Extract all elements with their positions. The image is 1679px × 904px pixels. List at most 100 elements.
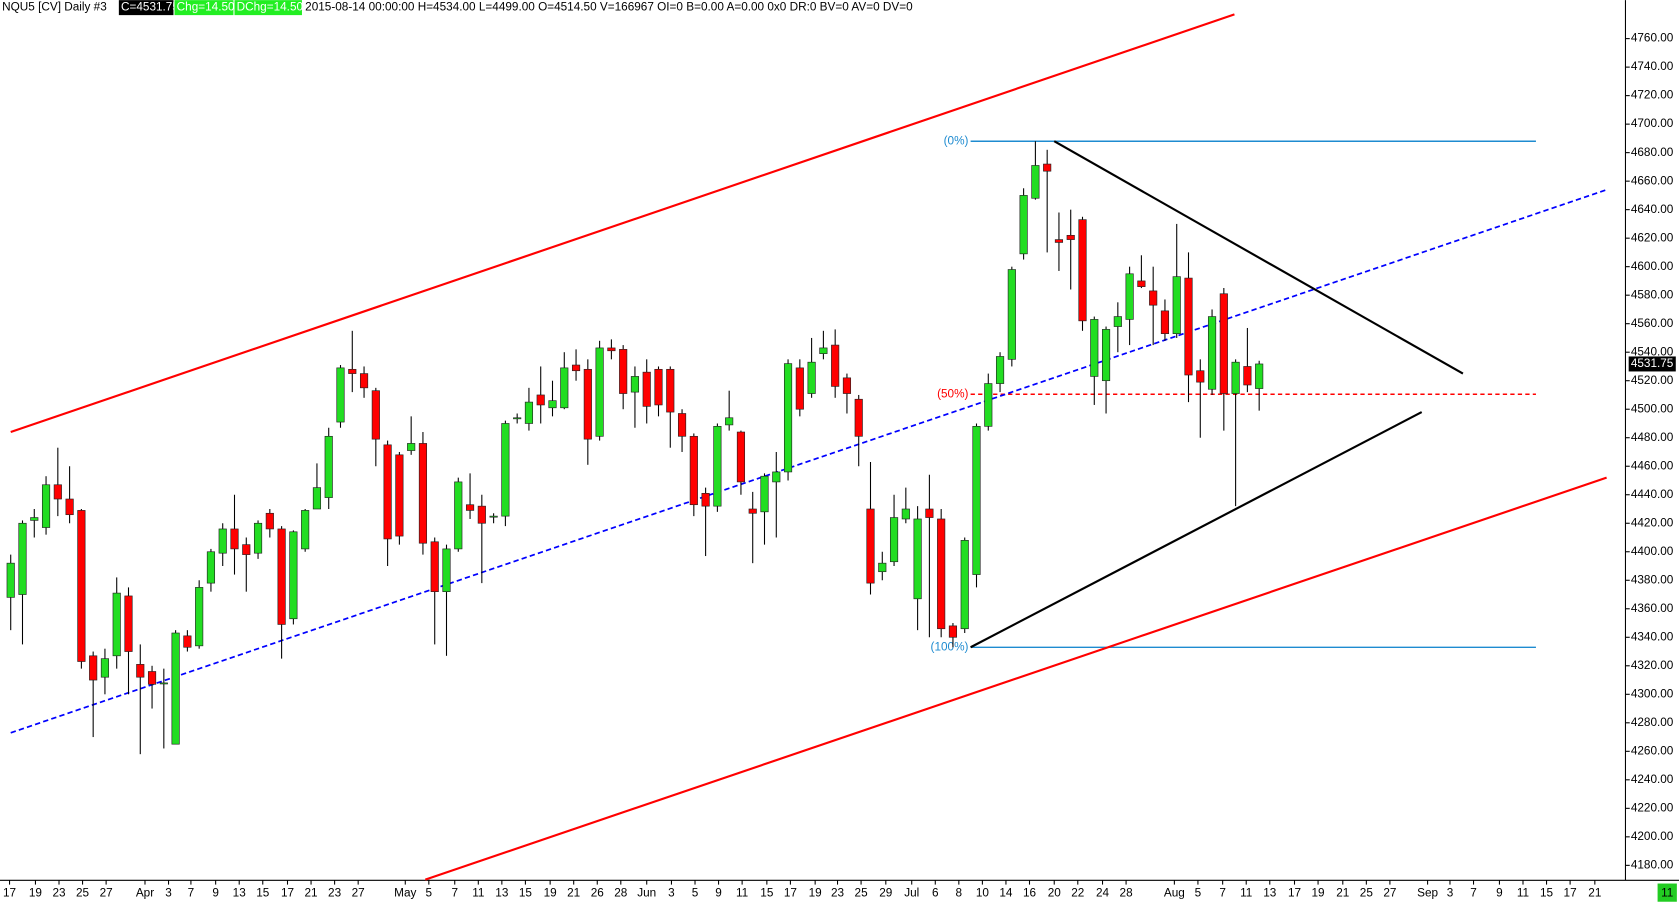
x-tick-label: 17 — [281, 886, 294, 899]
candle-body — [218, 528, 227, 554]
x-tick-label: 15 — [1540, 886, 1554, 899]
candle-body — [1125, 273, 1134, 320]
candle-body — [1078, 219, 1087, 322]
candle-body — [1231, 361, 1240, 394]
chg-text: Chg=14.50 — [177, 1, 235, 14]
x-tick-label: 10 — [976, 886, 990, 899]
x-tick-label: Jun — [637, 886, 656, 899]
x-tick-label: 17 — [1288, 886, 1301, 899]
candle-body — [501, 423, 510, 517]
x-tick-label: 5 — [1195, 886, 1202, 899]
candle-body — [1054, 239, 1064, 243]
candle-body — [819, 347, 828, 354]
x-tick-label: 28 — [614, 886, 628, 899]
candle-body — [925, 508, 934, 518]
x-tick-label: 15 — [519, 886, 533, 899]
fib-label: (100%) — [931, 640, 969, 653]
x-tick-label: 7 — [188, 886, 195, 899]
candle-body — [948, 625, 958, 638]
x-tick-label: 11 — [736, 886, 748, 899]
x-tick-label: 19 — [29, 886, 42, 899]
corner-box — [1657, 883, 1677, 902]
candle-body — [324, 435, 333, 498]
x-tick-label: 5 — [692, 886, 699, 899]
x-tick-label: 19 — [544, 886, 557, 899]
candle-body — [124, 595, 133, 652]
candle-body — [536, 394, 545, 406]
corner-text: 11 — [1661, 886, 1673, 899]
candle-body — [524, 401, 534, 424]
y-tick-label: 4320.00 — [1631, 659, 1674, 672]
candle-body — [489, 515, 498, 518]
candle-body — [1007, 269, 1016, 360]
candle-body — [854, 398, 863, 437]
candle-body — [513, 417, 522, 420]
candle-body — [772, 471, 781, 483]
x-tick-label: 7 — [1470, 886, 1477, 899]
candle-body — [654, 368, 663, 406]
y-tick-label: 4200.00 — [1631, 830, 1674, 843]
candle-body — [642, 371, 651, 407]
y-tick-label: 4420.00 — [1631, 516, 1674, 529]
candle-body — [995, 356, 1005, 384]
x-tick-label: 23 — [328, 886, 342, 899]
fib-label: (50%) — [937, 387, 968, 400]
candle-body — [1196, 370, 1205, 383]
candle-body — [1207, 316, 1217, 390]
y-tick-label: 4580.00 — [1631, 288, 1674, 301]
candle-body — [677, 413, 687, 437]
y-tick-label: 4240.00 — [1631, 773, 1674, 786]
y-tick-label: 4500.00 — [1631, 402, 1674, 415]
x-tick-label: 15 — [256, 886, 270, 899]
candle-body — [336, 367, 345, 423]
y-tick-label: 4760.00 — [1631, 32, 1674, 45]
candle-body — [418, 443, 428, 544]
y-tick-label: 4300.00 — [1631, 687, 1674, 700]
x-tick-label: 11 — [1517, 886, 1529, 899]
y-tick-label: 4540.00 — [1631, 345, 1674, 358]
x-tick-label: 17 — [3, 886, 16, 899]
candle-body — [477, 505, 486, 524]
y-tick-label: 4680.00 — [1631, 146, 1674, 159]
candle-body — [607, 347, 616, 352]
x-tick-label: 13 — [233, 886, 247, 899]
x-tick-label: 3 — [165, 886, 172, 899]
candle-body — [359, 373, 369, 389]
y-tick-label: 4660.00 — [1631, 174, 1674, 187]
x-tick-label: 25 — [855, 886, 869, 899]
candle-body — [937, 518, 946, 630]
candle-body — [77, 510, 86, 662]
candle-body — [1255, 363, 1264, 389]
x-tick-label: 3 — [1447, 886, 1454, 899]
candle-body — [666, 368, 675, 413]
candle-body — [230, 528, 239, 550]
candle-body — [984, 383, 993, 427]
x-tick-label: 7 — [451, 886, 458, 899]
candle-body — [595, 347, 604, 437]
y-tick-label: 4740.00 — [1631, 60, 1674, 73]
x-tick-label: 27 — [1383, 886, 1396, 899]
x-tick-label: 21 — [305, 886, 318, 899]
fib-label: (0%) — [944, 134, 969, 147]
candle-body — [6, 562, 15, 598]
candle-body — [960, 540, 969, 630]
x-tick-label: 5 — [426, 886, 433, 899]
y-tick-label: 4460.00 — [1631, 459, 1674, 472]
candle-body — [1149, 290, 1158, 306]
y-tick-label: 4600.00 — [1631, 260, 1674, 273]
candle-body — [1137, 280, 1146, 287]
y-tick-label: 4280.00 — [1631, 716, 1674, 729]
candle-body — [136, 664, 145, 678]
y-tick-label: 4720.00 — [1631, 89, 1674, 102]
candle-body — [619, 349, 628, 394]
candle-body — [1172, 276, 1181, 334]
y-tick-label: 4560.00 — [1631, 317, 1674, 330]
x-tick-label: 24 — [1096, 886, 1110, 899]
candle-body — [18, 522, 27, 595]
x-tick-label: 9 — [1496, 886, 1503, 899]
dchg-text: DChg=14.50 — [237, 1, 304, 14]
candle-body — [454, 481, 463, 550]
x-tick-label: 3 — [668, 886, 675, 899]
candle-body — [795, 367, 804, 410]
candle-body — [560, 367, 569, 409]
